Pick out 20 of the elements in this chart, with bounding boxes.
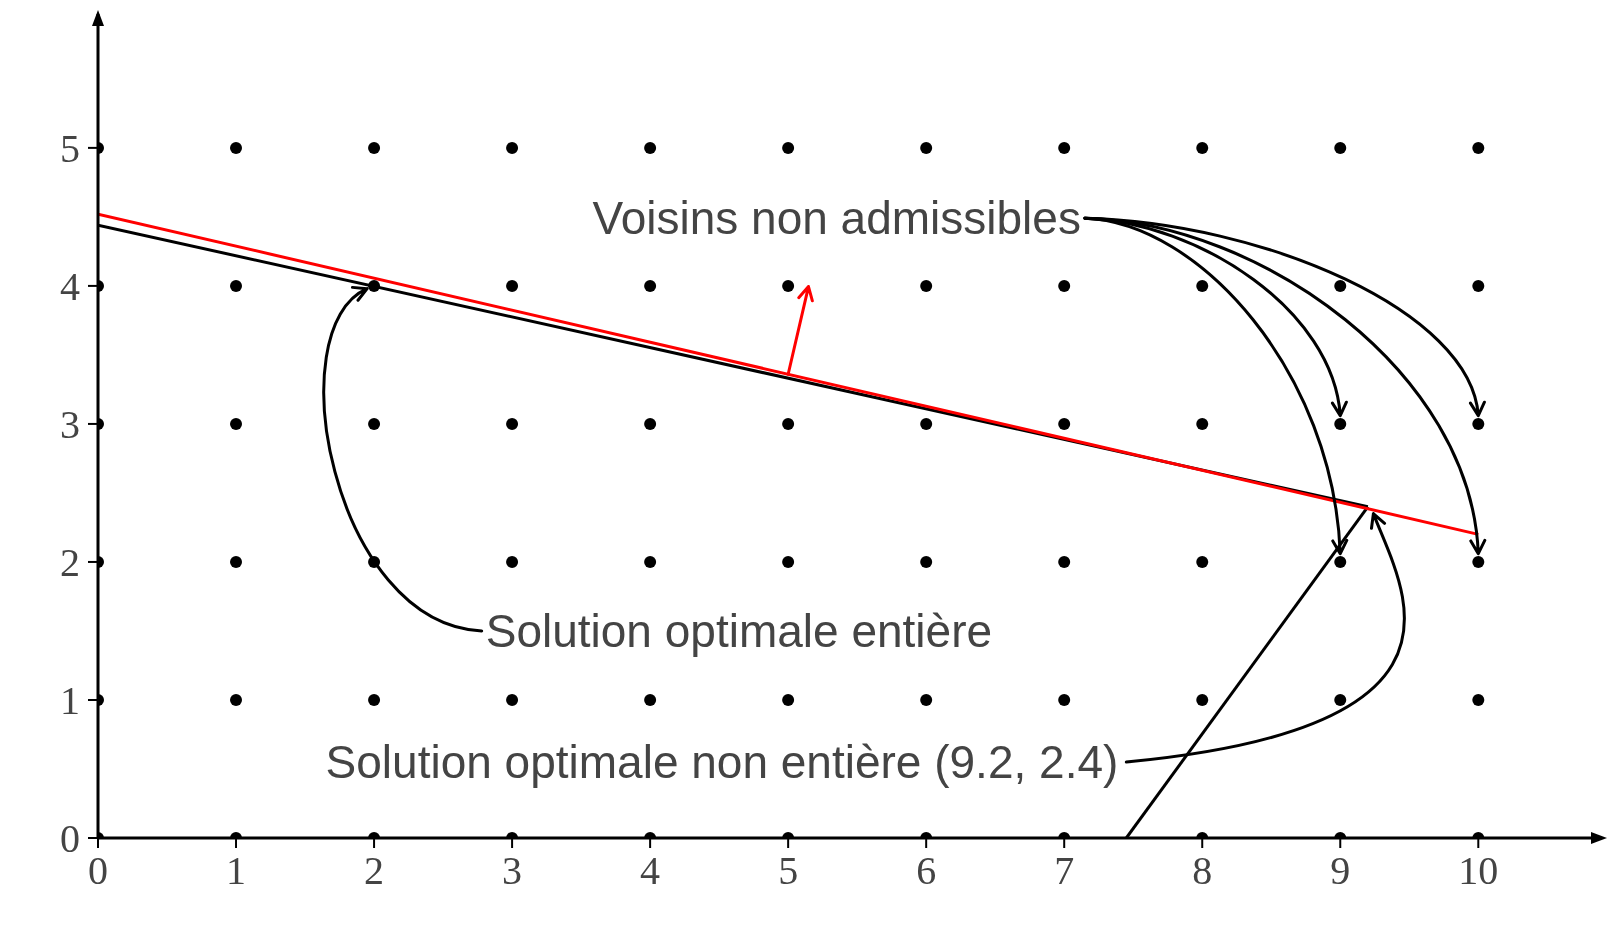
y-tick-label: 2 [60, 540, 80, 586]
y-tick-label: 5 [60, 126, 80, 172]
x-tick-label: 3 [502, 848, 523, 894]
x-tick-label: 7 [1054, 848, 1075, 894]
x-tick-label: 1 [226, 848, 247, 894]
x-tick-label: 5 [778, 848, 799, 894]
y-tick-label: 0 [60, 816, 80, 862]
y-tick-label: 4 [60, 264, 80, 310]
annotation: Voisins non admissibles [592, 192, 1081, 245]
x-tick-label: 2 [364, 848, 385, 894]
x-tick-label: 9 [1330, 848, 1351, 894]
x-tick-label: 10 [1458, 848, 1499, 894]
x-tick-label: 0 [88, 848, 108, 894]
annotation: Solution optimale entière [485, 604, 993, 657]
y-tick-label: 3 [60, 402, 80, 448]
y-tick-label: 1 [60, 678, 80, 724]
annotation: Solution optimale non entière (9.2, 2.4) [325, 736, 1119, 789]
x-tick-label: 4 [640, 848, 661, 894]
x-tick-label: 8 [1192, 848, 1213, 894]
x-tick-label: 6 [916, 848, 937, 894]
